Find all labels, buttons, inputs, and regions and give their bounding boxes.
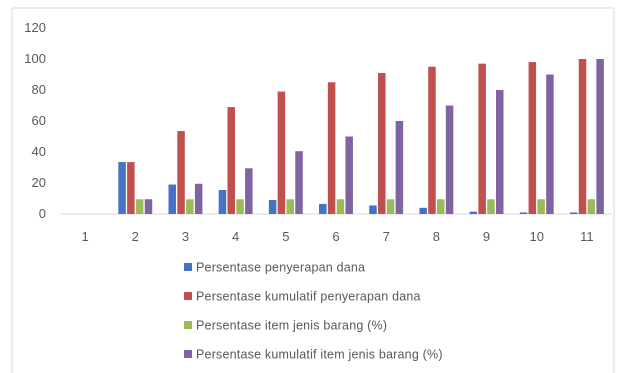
legend: Persentase penyerapan dana Persentase kum… <box>184 261 443 362</box>
bar-series-1-cat-4 <box>218 189 227 214</box>
bar-series-1-cat-10 <box>519 212 528 214</box>
bar-series-3-cat-8 <box>437 199 445 214</box>
bar-series-1-cat-2 <box>118 162 126 214</box>
legend-label-series-2: Persentase kumulatif penyerapan dana <box>196 290 421 304</box>
bar-series-2-cat-7 <box>378 72 386 214</box>
x-axis: 1 2 3 4 5 6 7 8 9 10 11 <box>81 229 593 244</box>
x-tick-label: 10 <box>529 229 543 244</box>
bar-series-group <box>118 59 604 215</box>
y-tick-label: 120 <box>24 20 46 35</box>
legend-label-series-3: Persentase item jenis barang (%) <box>196 319 387 333</box>
x-tick-label: 8 <box>433 229 440 244</box>
y-tick-label: 20 <box>32 175 46 190</box>
bar-series-4-cat-11 <box>596 59 604 214</box>
bar-series-2-cat-2 <box>127 162 135 214</box>
bar-series-1-cat-5 <box>268 200 277 214</box>
bar-series-3-cat-9 <box>487 199 495 214</box>
x-tick-label: 9 <box>483 229 490 244</box>
bar-series-3-cat-10 <box>537 199 545 214</box>
bar-series-1-cat-8 <box>419 207 427 214</box>
x-tick-label: 2 <box>132 229 139 244</box>
bar-series-2-cat-5 <box>277 91 286 214</box>
x-tick-label: 11 <box>580 229 594 244</box>
legend-swatch-series-4 <box>184 350 192 358</box>
bar-series-4-cat-2 <box>144 199 153 214</box>
bar-series-3-cat-4 <box>236 199 244 214</box>
bar-series-4-cat-7 <box>395 121 404 214</box>
bar-series-4-cat-4 <box>245 168 253 214</box>
bar-series-4-cat-3 <box>194 183 203 214</box>
bar-series-3-cat-6 <box>336 199 345 214</box>
bar-series-1-cat-9 <box>469 211 478 214</box>
bar-series-1-cat-6 <box>319 203 327 214</box>
y-tick-label: 80 <box>32 82 46 97</box>
bar-series-2-cat-11 <box>578 59 587 214</box>
bar-series-3-cat-11 <box>587 199 596 214</box>
bar-series-4-cat-6 <box>345 136 353 214</box>
x-tick-label: 7 <box>383 229 390 244</box>
bar-series-3-cat-3 <box>186 199 194 214</box>
bar-series-1-cat-11 <box>569 212 578 214</box>
bar-series-1-cat-7 <box>369 205 377 214</box>
bar-series-2-cat-4 <box>227 107 235 214</box>
y-axis: 0 20 40 60 80 100 120 <box>24 20 46 221</box>
legend-swatch-series-2 <box>184 292 192 300</box>
x-tick-label: 6 <box>332 229 339 244</box>
bar-series-2-cat-10 <box>528 62 537 214</box>
bar-series-4-cat-10 <box>546 74 554 214</box>
legend-label-series-1: Persentase penyerapan dana <box>196 261 365 275</box>
y-tick-label: 40 <box>32 144 46 159</box>
bar-series-4-cat-9 <box>496 90 504 214</box>
y-tick-label: 0 <box>39 206 46 221</box>
bar-series-4-cat-5 <box>295 151 303 214</box>
bar-series-2-cat-8 <box>428 66 436 214</box>
bar-series-3-cat-2 <box>135 199 144 214</box>
x-tick-label: 4 <box>232 229 239 244</box>
x-tick-label: 1 <box>81 229 88 244</box>
x-tick-label: 3 <box>182 229 189 244</box>
legend-swatch-series-3 <box>184 321 192 329</box>
bar-series-3-cat-7 <box>386 199 395 214</box>
bar-series-2-cat-3 <box>177 131 185 214</box>
y-tick-label: 100 <box>24 51 46 66</box>
legend-swatch-series-1 <box>184 263 192 271</box>
bar-series-4-cat-8 <box>445 105 454 214</box>
bar-series-2-cat-6 <box>327 82 336 214</box>
bar-series-2-cat-9 <box>478 63 486 215</box>
x-tick-label: 5 <box>282 229 289 244</box>
legend-label-series-4: Persentase kumulatif item jenis barang (… <box>196 348 443 362</box>
y-tick-label: 60 <box>32 113 46 128</box>
bar-series-1-cat-3 <box>168 184 176 214</box>
bar-series-3-cat-5 <box>286 199 294 214</box>
